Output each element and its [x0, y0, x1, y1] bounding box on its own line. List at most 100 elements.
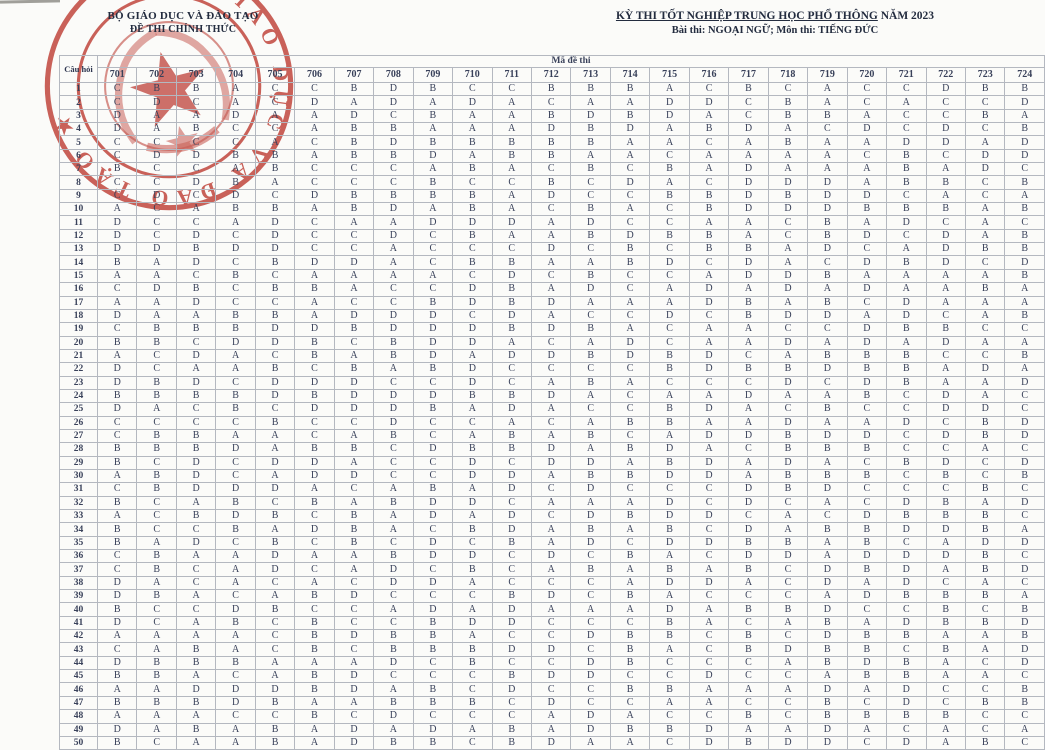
answer-cell: B	[294, 348, 335, 364]
answer-cell: B	[570, 468, 611, 484]
answer-cell: D	[215, 108, 256, 124]
answer-cell: C	[175, 95, 217, 110]
answer-cell: A	[925, 535, 966, 551]
answer-cell: A	[136, 575, 177, 591]
answer-cell: C	[96, 95, 138, 110]
answer-cell: B	[649, 415, 690, 430]
answer-cell: B	[964, 282, 1006, 297]
answer-cell: A	[254, 442, 296, 457]
answer-cell: C	[925, 108, 966, 124]
answer-cell: A	[609, 148, 651, 164]
answer-cell: B	[452, 135, 493, 150]
answer-cell: C	[570, 615, 611, 631]
answer-cell: C	[215, 468, 256, 484]
answer-cell: C	[1004, 215, 1045, 230]
answer-cell: B	[254, 162, 296, 177]
answer-cell: C	[136, 455, 177, 470]
answer-cell: B	[175, 282, 217, 297]
answer-cell: C	[609, 388, 651, 404]
answer-cell: D	[491, 402, 532, 417]
answer-cell: A	[728, 135, 769, 150]
answer-cell: B	[175, 722, 217, 737]
answer-cell: D	[294, 95, 335, 110]
answer-cell: C	[294, 242, 335, 257]
exam-code-header: 707	[333, 67, 375, 83]
table-row: 24 B B B B D B D D D B B D A C A A D A A B C D A C	[59, 388, 1045, 404]
answer-cell: C	[373, 108, 414, 124]
answer-cell: A	[530, 522, 572, 537]
answer-cell: B	[807, 468, 848, 484]
answer-cell: D	[96, 589, 138, 604]
answer-cell: C	[688, 522, 730, 537]
answer-cell: A	[925, 722, 966, 737]
answer-cell: D	[452, 322, 493, 337]
answer-cell: C	[609, 402, 651, 417]
answer-cell: B	[649, 455, 690, 470]
answer-cell: A	[649, 642, 690, 657]
answer-cell: C	[452, 308, 493, 324]
answer-cell: B	[649, 348, 690, 364]
answer-cell: C	[254, 81, 296, 97]
answer-cell: C	[728, 508, 769, 524]
answer-cell: C	[846, 695, 888, 711]
answer-cell: B	[886, 175, 927, 190]
answer-cell: B	[412, 295, 454, 310]
answer-cell: B	[1004, 602, 1045, 617]
answer-cell: A	[1004, 362, 1045, 377]
question-number: 28	[59, 442, 98, 457]
answer-cell: C	[412, 228, 454, 244]
answer-cell: A	[609, 709, 651, 724]
answer-cell: B	[175, 242, 217, 257]
exam-code-header: 708	[373, 67, 414, 83]
answer-cell: B	[96, 495, 138, 511]
answer-cell: A	[136, 268, 177, 284]
answer-cell: C	[175, 602, 217, 617]
question-number: 19	[59, 322, 98, 337]
answer-cell: C	[530, 268, 572, 284]
answer-cell: D	[530, 642, 572, 657]
question-number: 27	[59, 428, 98, 444]
answer-cell: C	[175, 415, 217, 430]
answer-cell: A	[688, 215, 730, 230]
answer-cell: D	[925, 428, 966, 444]
answer-cell: C	[886, 122, 927, 137]
answer-cell: C	[491, 562, 532, 577]
answer-cell: D	[491, 468, 532, 484]
answer-cell: D	[1004, 615, 1045, 631]
answer-cell: B	[649, 615, 690, 631]
answer-cell: C	[649, 655, 690, 671]
answer-cell: D	[96, 615, 138, 631]
answer-cell: C	[333, 602, 375, 617]
answer-cell: B	[807, 228, 848, 244]
answer-cell: C	[333, 709, 375, 724]
answer-cell: A	[964, 268, 1006, 284]
answer-cell: A	[807, 495, 848, 511]
answer-cell: A	[254, 522, 296, 537]
answer-cell: A	[215, 348, 256, 364]
answer-cell: C	[609, 482, 651, 497]
answer-cell: B	[96, 255, 138, 270]
answer-cell: A	[215, 215, 256, 230]
answer-cell: B	[886, 322, 927, 337]
answer-cell: D	[886, 549, 927, 564]
answer-cell: D	[570, 455, 611, 470]
answer-cell: D	[96, 375, 138, 390]
answer-cell: A	[215, 735, 256, 750]
answer-cell: A	[609, 322, 651, 337]
answer-cell: C	[964, 348, 1006, 364]
answer-cell: D	[491, 522, 532, 537]
answer-cell: A	[964, 388, 1006, 404]
answer-cell: A	[1004, 282, 1045, 297]
answer-cell: D	[333, 468, 375, 484]
answer-cell: B	[333, 535, 375, 551]
answer-cell: A	[649, 549, 690, 564]
answer-cell: A	[570, 295, 611, 310]
answer-cell: C	[925, 442, 966, 457]
answer-cell: D	[767, 268, 809, 284]
answer-cell: C	[136, 348, 177, 364]
answer-cell: A	[649, 175, 690, 190]
answer-cell: A	[807, 95, 848, 110]
answer-cell: C	[964, 468, 1006, 484]
